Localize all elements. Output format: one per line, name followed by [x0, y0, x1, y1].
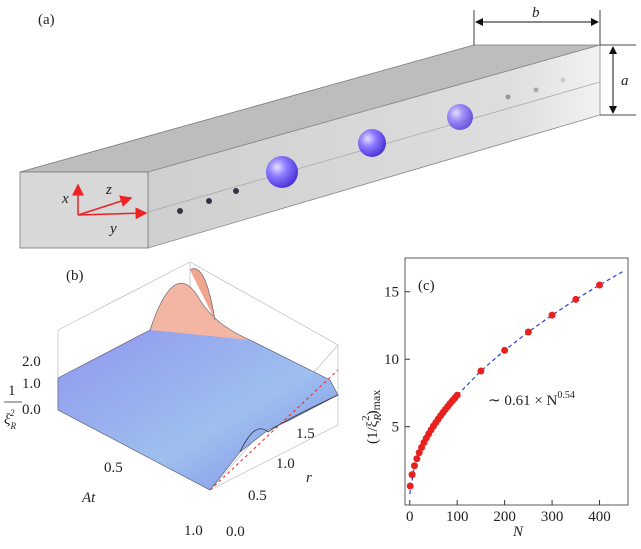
data-point — [410, 462, 418, 470]
axis-y-label: y — [108, 221, 117, 237]
atoms — [177, 77, 566, 214]
data-point — [477, 367, 485, 375]
data-point — [413, 455, 421, 463]
y-axis-label-part: (1/ξ — [365, 420, 381, 444]
data-point — [406, 482, 414, 490]
r-tick-label: 0.0 — [226, 524, 245, 540]
z-label-numerator: 1 — [8, 383, 16, 399]
annotation-base: ∼ 0.61 × N — [488, 393, 558, 409]
panel-label: (a) — [38, 12, 55, 28]
at-tick-label: 0.5 — [104, 460, 123, 476]
panel-label: (c) — [418, 278, 435, 294]
panel-c: 0 100 200 300 400 5 10 15 (c) N (1/ξR2)max ∼ 0.61 ×… — [360, 257, 629, 540]
data-point — [453, 391, 461, 399]
height-label: a — [621, 73, 629, 89]
at-tick-label: 1.0 — [184, 523, 203, 539]
z-tick-label: 1.0 — [22, 376, 41, 392]
y-tick-label: 5 — [392, 420, 400, 436]
data-point — [524, 328, 532, 336]
y-tick-label: 15 — [384, 285, 399, 301]
reference-line — [209, 369, 339, 491]
coordinate-axes — [72, 183, 148, 220]
data-point — [501, 346, 509, 354]
panel-label: (b) — [66, 268, 84, 284]
surface — [57, 317, 339, 491]
y-axis-label-part: R — [372, 414, 384, 422]
y-axis-label-part: ) — [365, 410, 381, 415]
x-tick-label: 400 — [588, 509, 611, 525]
x-axis-label: N — [512, 524, 524, 540]
annotation: ∼ 0.61 × N0.54 — [488, 390, 575, 409]
box-front — [19, 171, 149, 249]
plot-frame — [404, 257, 629, 506]
x-tick-label: 100 — [446, 509, 469, 525]
at-label: At — [81, 490, 96, 506]
x-tick-label: 0 — [406, 509, 414, 525]
axis-z-label: z — [105, 182, 112, 198]
annotation-exponent: 0.54 — [557, 390, 575, 401]
z-tick-label: 0.0 — [22, 402, 41, 418]
r-tick-label: 1.0 — [276, 456, 295, 472]
y-tick-label: 10 — [384, 352, 399, 368]
y-axis-label-part: max — [369, 390, 383, 411]
z-tick-label: 2.0 — [22, 354, 41, 370]
data-point — [596, 281, 604, 289]
y-axis-label: (1/ξR2)max — [360, 390, 384, 444]
r-tick-label: 0.5 — [248, 488, 267, 504]
data-point — [415, 449, 423, 457]
data-point — [548, 311, 556, 319]
surface-peak — [149, 282, 251, 341]
axis-x-label: x — [61, 191, 69, 207]
z-label-denominator: ξR2 — [4, 408, 16, 431]
x-tick-label: 200 — [493, 509, 516, 525]
fit-line — [409, 270, 624, 495]
panel-b: 2.0 1.0 0.0 1 ξR2 0.5 1.0 At 0.0 0.5 1.0… — [4, 261, 339, 540]
data-point — [572, 295, 580, 303]
y-axis-label-part: 2 — [360, 415, 372, 421]
data-point — [408, 471, 416, 479]
r-tick-label: 1.5 — [296, 426, 315, 442]
width-label: b — [532, 5, 540, 21]
panel-a: x z y b a (a) — [19, 5, 636, 249]
r-label: r — [306, 470, 312, 486]
x-tick-label: 300 — [541, 509, 564, 525]
